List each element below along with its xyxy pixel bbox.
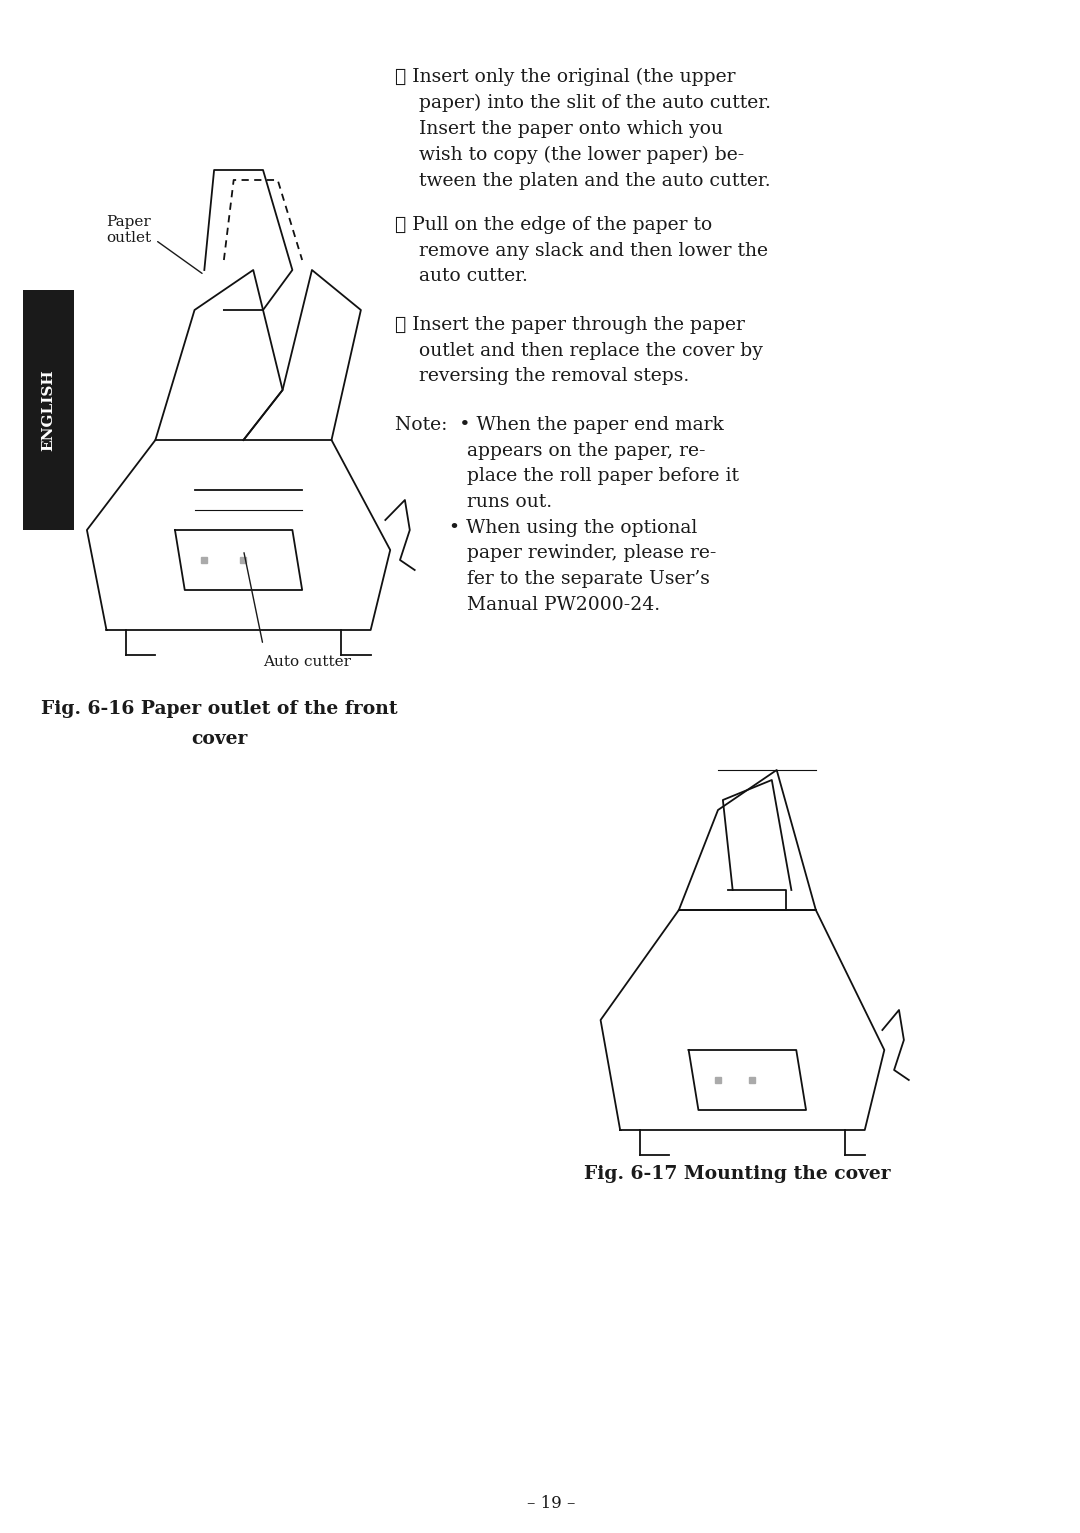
Text: Note:  • When the paper end mark
            appears on the paper, re-
         : Note: • When the paper end mark appears … [395,415,739,613]
Text: ⑧ Insert only the original (the upper
    paper) into the slit of the auto cutte: ⑧ Insert only the original (the upper pa… [395,67,771,190]
Text: Paper
outlet: Paper outlet [107,215,151,245]
Text: Auto cutter: Auto cutter [264,655,351,668]
Text: ⑩ Insert the paper through the paper
    outlet and then replace the cover by
  : ⑩ Insert the paper through the paper out… [395,316,762,385]
Text: Fig. 6-16 Paper outlet of the front: Fig. 6-16 Paper outlet of the front [41,701,397,717]
Text: ⑨ Pull on the edge of the paper to
    remove any slack and then lower the
    a: ⑨ Pull on the edge of the paper to remov… [395,216,768,285]
Text: – 19 –: – 19 – [527,1495,576,1512]
Text: ENGLISH: ENGLISH [42,369,56,451]
Text: cover: cover [191,730,247,748]
FancyBboxPatch shape [24,290,75,530]
Text: Fig. 6-17 Mounting the cover: Fig. 6-17 Mounting the cover [584,1165,891,1183]
